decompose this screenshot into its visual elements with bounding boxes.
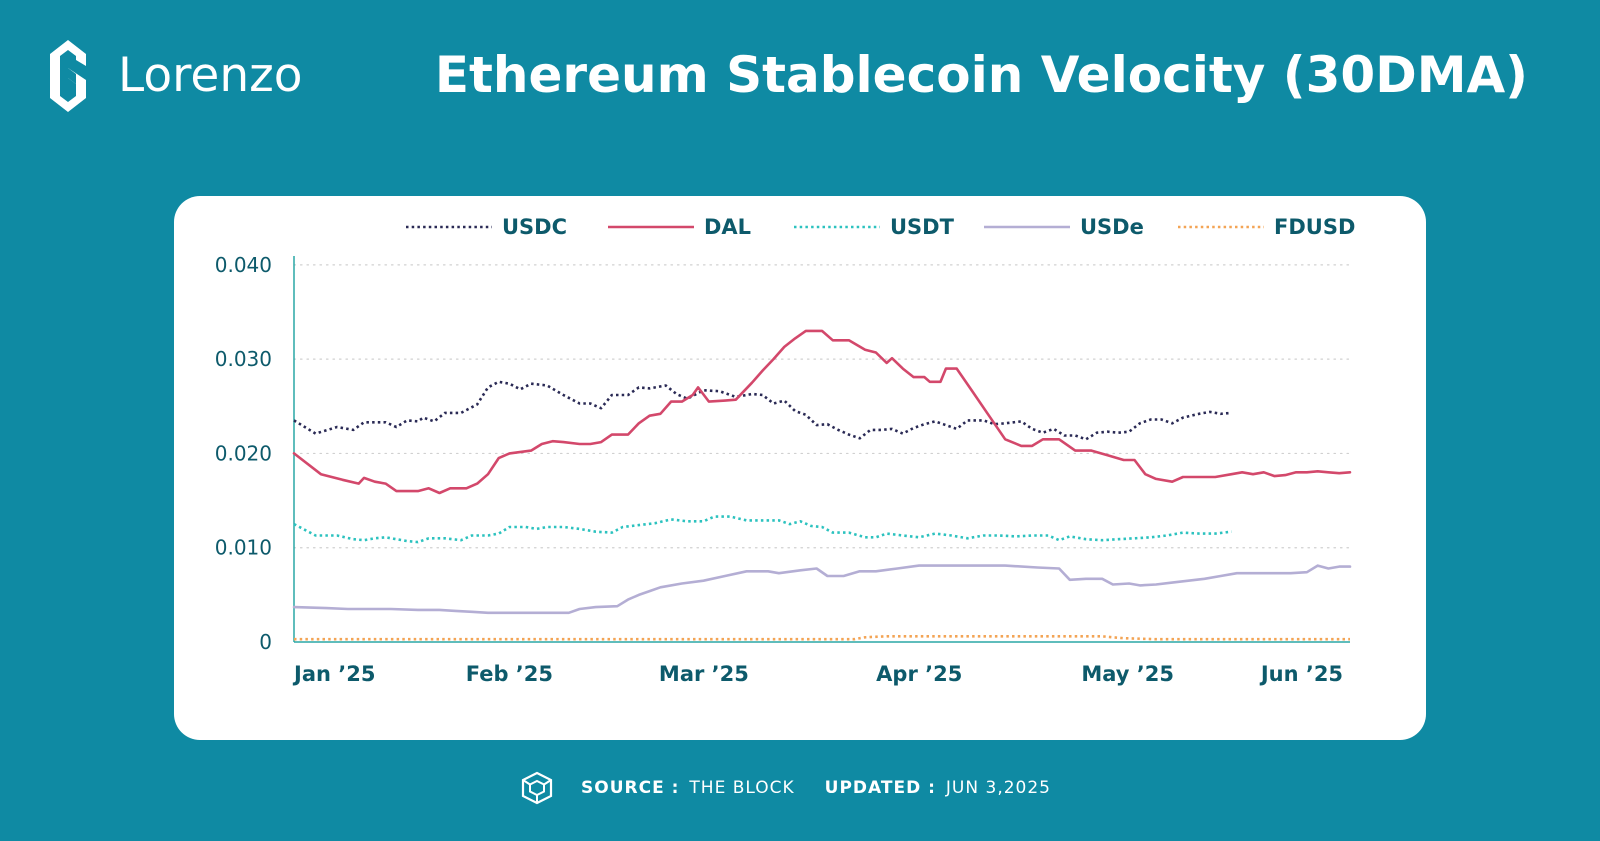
series-line-usdt: [293, 515, 1232, 544]
chart-card: 0 0.010 0.020 0.030 0.040 Jan ’25 Feb ’25 Mar ’…: [174, 196, 1426, 740]
x-tick-label: Mar ’25: [659, 662, 749, 686]
x-tick-label: Apr ’25: [876, 662, 962, 686]
legend-label-usdc: USDC: [502, 215, 567, 239]
x-tick-label: Jun ’25: [1259, 662, 1343, 686]
updated-value: JUN 3,2025: [945, 778, 1051, 798]
the-block-logo-icon: [521, 771, 553, 805]
page-title: Ethereum Stablecoin Velocity (30DMA): [434, 46, 1528, 104]
brand-name: Lorenzo: [118, 47, 303, 103]
updated-label: UPDATED :: [824, 778, 936, 798]
legend-label-usdt: USDT: [890, 215, 955, 239]
legend-label-dal: DAL: [704, 215, 751, 239]
brand: Lorenzo: [46, 36, 303, 114]
lorenzo-logo-icon: [50, 40, 86, 112]
series-line-dal: [292, 329, 1352, 495]
y-tick-label: 0.030: [215, 347, 272, 371]
y-tick-label: 0.020: [215, 441, 272, 465]
y-tick-label: 0.040: [215, 253, 272, 277]
y-tick-label: 0: [259, 630, 272, 654]
legend-label-fdusd: FDUSD: [1274, 215, 1355, 239]
series-line-usdc: [293, 380, 1232, 441]
x-tick-label: May ’25: [1081, 662, 1174, 686]
x-tick-label: Feb ’25: [466, 662, 553, 686]
footer: SOURCE : THE BLOCK UPDATED : JUN 3,2025: [0, 770, 1600, 806]
source-label: SOURCE :: [581, 778, 680, 798]
series-line-usde: [292, 564, 1352, 615]
x-tick-label: Jan ’25: [292, 662, 375, 686]
y-tick-label: 0.010: [215, 536, 272, 560]
chart-svg: 0 0.010 0.020 0.030 0.040 Jan ’25 Feb ’25 Mar ’…: [215, 215, 1356, 686]
legend-label-usde: USDe: [1080, 215, 1144, 239]
source-value: THE BLOCK: [689, 778, 795, 798]
series-line-fdusd: [294, 635, 1350, 641]
